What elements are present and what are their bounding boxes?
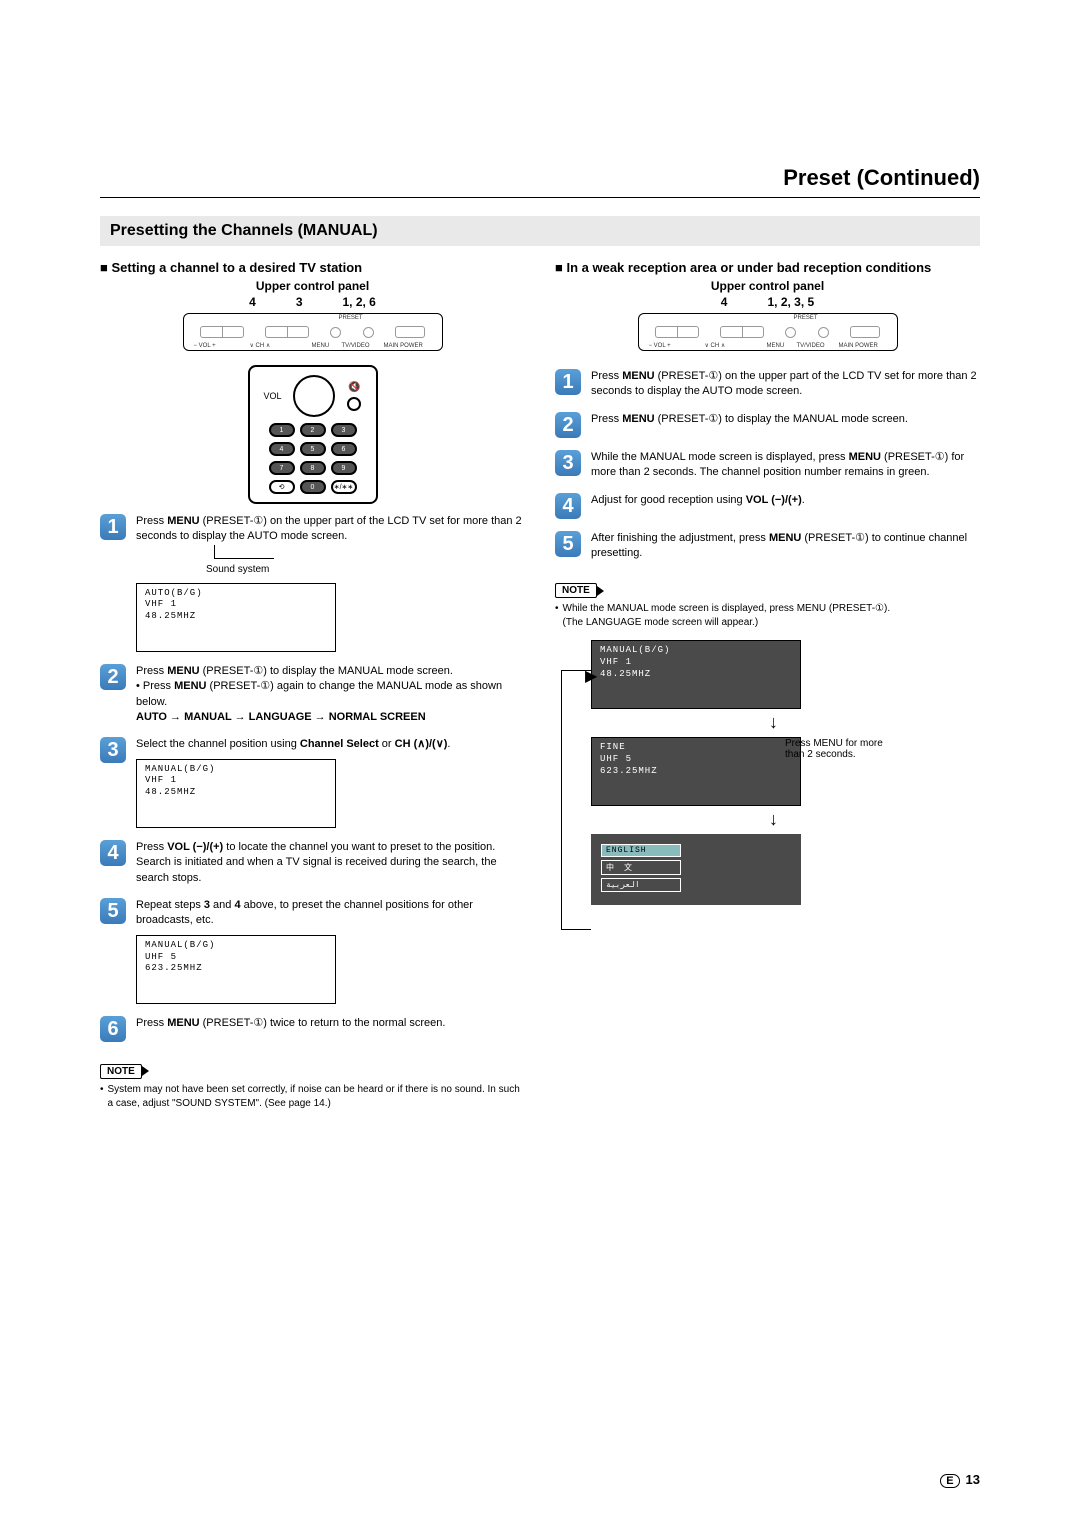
right-step-2: 2 Press MENU (PRESET-①) to display the M… xyxy=(555,412,980,438)
step-badge: 1 xyxy=(100,514,126,540)
right-step-5: 5 After finishing the adjustment, press … xyxy=(555,531,980,562)
right-step-3: 3 While the MANUAL mode screen is displa… xyxy=(555,450,980,481)
step-badge: 2 xyxy=(100,664,126,690)
right-column: ■ In a weak reception area or under bad … xyxy=(555,260,980,1111)
osd-flow-language: ENGLISH 中 文 العربية xyxy=(591,834,801,905)
step-badge: 4 xyxy=(555,493,581,519)
right-subheading: ■ In a weak reception area or under bad … xyxy=(555,260,980,275)
upper-control-panel: PRESET − VOL + ∨ CH ∧ MENU TV/VIDEO MAIN… xyxy=(183,313,443,351)
right-note: •While the MANUAL mode screen is display… xyxy=(555,602,980,630)
left-step-5: 5 Repeat steps 3 and 4 above, to preset … xyxy=(100,898,525,1004)
step-badge: 3 xyxy=(100,737,126,763)
upper-control-panel-right: PRESET − VOL + ∨ CH ∧ MENU TV/VIDEO MAIN… xyxy=(638,313,898,351)
step-badge: 5 xyxy=(555,531,581,557)
left-panel-label: Upper control panel xyxy=(100,279,525,293)
note-label-right: NOTE xyxy=(555,583,597,598)
page-footer: E13 xyxy=(940,1472,980,1488)
left-step-1: 1 Press MENU (PRESET-①) on the upper par… xyxy=(100,514,525,652)
osd-flow-fine: FINE UHF 5 623.25MHZ xyxy=(591,737,801,806)
remote-control: VOL 🔇 123 456 789 ⟲0∗/∗∗ xyxy=(248,365,378,504)
page-title: Preset (Continued) xyxy=(100,165,980,198)
right-step-4: 4 Adjust for good reception using VOL (−… xyxy=(555,493,980,519)
osd-auto: AUTO(B/G) VHF 1 48.25MHZ xyxy=(136,583,336,652)
mode-flow-diagram: MANUAL(B/G) VHF 1 48.25MHZ ↓ Press MENU … xyxy=(555,640,895,905)
left-step-3: 3 Select the channel position using Chan… xyxy=(100,737,525,827)
remote-dpad xyxy=(293,375,335,417)
right-panel-nums: 4 1, 2, 3, 5 xyxy=(555,295,980,309)
step-badge: 4 xyxy=(100,840,126,866)
remote-power-btn xyxy=(347,397,361,411)
step-badge: 3 xyxy=(555,450,581,476)
down-arrow-icon: ↓ xyxy=(769,810,895,828)
note-label: NOTE xyxy=(100,1064,142,1079)
step-badge: 2 xyxy=(555,412,581,438)
left-note: •System may not have been set correctly,… xyxy=(100,1083,525,1111)
remote-number-pad: 123 456 789 ⟲0∗/∗∗ xyxy=(269,423,357,494)
step-badge: 1 xyxy=(555,369,581,395)
step-badge: 5 xyxy=(100,898,126,924)
left-step-4: 4 Press VOL (−)/(+) to locate the channe… xyxy=(100,840,525,886)
left-column: ■ Setting a channel to a desired TV stat… xyxy=(100,260,525,1111)
osd-manual-1: MANUAL(B/G) VHF 1 48.25MHZ xyxy=(136,759,336,828)
left-panel-nums: 4 3 1, 2, 6 xyxy=(100,295,525,309)
osd-flow-manual: MANUAL(B/G) VHF 1 48.25MHZ xyxy=(591,640,801,709)
left-step-2: 2 Press MENU (PRESET-①) to display the M… xyxy=(100,664,525,726)
right-panel-label: Upper control panel xyxy=(555,279,980,293)
section-heading: Presetting the Channels (MANUAL) xyxy=(100,216,980,246)
mute-icon: 🔇 xyxy=(348,382,360,393)
left-step-6: 6 Press MENU (PRESET-①) twice to return … xyxy=(100,1016,525,1042)
left-subheading: ■ Setting a channel to a desired TV stat… xyxy=(100,260,525,275)
right-step-1: 1 Press MENU (PRESET-①) on the upper par… xyxy=(555,369,980,400)
down-arrow-icon: ↓ xyxy=(769,713,895,731)
osd-manual-2: MANUAL(B/G) UHF 5 623.25MHZ xyxy=(136,935,336,1004)
menu-hint: Press MENU for more than 2 seconds. xyxy=(785,738,895,760)
step-badge: 6 xyxy=(100,1016,126,1042)
